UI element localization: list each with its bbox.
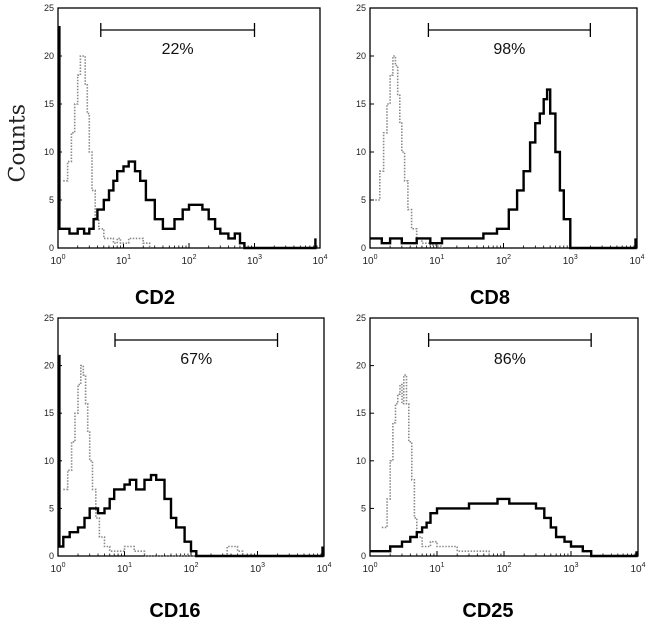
cd16-gate-percent: 67% bbox=[180, 351, 212, 368]
cd25-y-tick-label: 25 bbox=[356, 313, 366, 323]
cd16-sample-histogram bbox=[58, 354, 324, 558]
cd16-y-tick-label: 10 bbox=[44, 456, 54, 466]
cd8-x-tick-label: 103 bbox=[563, 254, 578, 267]
cd2-x-tick-label: 102 bbox=[181, 254, 196, 267]
cd2-sample-histogram bbox=[58, 26, 317, 250]
cd8-y-tick-label: 10 bbox=[356, 147, 366, 157]
cd25-y-tick-label: 10 bbox=[356, 456, 366, 466]
cd25-panel-title: CD25 bbox=[462, 600, 513, 622]
cd8-y-tick-label: 0 bbox=[361, 243, 366, 253]
cd8-x-tick-label: 100 bbox=[362, 254, 377, 267]
cd2-control-histogram bbox=[63, 55, 151, 248]
cd8-panel-title: CD8 bbox=[470, 287, 510, 309]
cd16-panel-title: CD16 bbox=[149, 600, 200, 622]
cd2-y-tick-label: 0 bbox=[49, 243, 54, 253]
cd16-y-tick-label: 5 bbox=[49, 503, 54, 513]
cd25-sample-histogram bbox=[370, 497, 638, 558]
cd16-y-tick-label: 25 bbox=[44, 313, 54, 323]
cd2-panel-title: CD2 bbox=[135, 287, 175, 309]
cd16-x-tick-label: 100 bbox=[50, 562, 65, 575]
cd25-gate-percent: 86% bbox=[494, 351, 526, 368]
cd25-y-tick-label: 15 bbox=[356, 408, 366, 418]
cd16-x-tick-label: 102 bbox=[183, 562, 198, 575]
cd2-y-tick-label: 10 bbox=[44, 147, 54, 157]
cd8-y-tick-label: 15 bbox=[356, 99, 366, 109]
cd25-control-histogram bbox=[381, 374, 490, 556]
cd25-x-tick-label: 104 bbox=[630, 562, 645, 575]
cd16-control-histogram bbox=[63, 364, 244, 557]
cd8-x-tick-label: 101 bbox=[429, 254, 444, 267]
cd8-y-tick-label: 20 bbox=[356, 51, 366, 61]
cd8-sample-histogram bbox=[370, 88, 637, 250]
cd2-x-tick-label: 100 bbox=[50, 254, 65, 267]
cd8-gate-percent: 98% bbox=[493, 41, 525, 58]
cd2-y-tick-label: 25 bbox=[44, 3, 54, 13]
cd2-x-tick-label: 103 bbox=[247, 254, 262, 267]
cd25-x-tick-label: 101 bbox=[429, 562, 444, 575]
cd25-x-tick-label: 100 bbox=[362, 562, 377, 575]
cd2-y-tick-label: 15 bbox=[44, 99, 54, 109]
cd8-y-tick-label: 25 bbox=[356, 3, 366, 13]
cd25-y-tick-label: 20 bbox=[356, 361, 366, 371]
cd16-y-tick-label: 15 bbox=[44, 408, 54, 418]
cd25-x-tick-label: 103 bbox=[563, 562, 578, 575]
cd2-y-tick-label: 20 bbox=[44, 51, 54, 61]
cd16-y-tick-label: 20 bbox=[44, 361, 54, 371]
cd8-y-tick-label: 5 bbox=[361, 195, 366, 205]
cd8-x-tick-label: 104 bbox=[629, 254, 644, 267]
cd2-y-tick-label: 5 bbox=[49, 195, 54, 205]
cd25-y-tick-label: 0 bbox=[361, 551, 366, 561]
cd2-x-tick-label: 104 bbox=[312, 254, 327, 267]
cd16-x-tick-label: 101 bbox=[117, 562, 132, 575]
cd8-x-tick-label: 102 bbox=[496, 254, 511, 267]
cd8-control-histogram bbox=[375, 55, 443, 248]
cd16-x-tick-label: 103 bbox=[250, 562, 265, 575]
cd16-y-tick-label: 0 bbox=[49, 551, 54, 561]
cd2-x-tick-label: 101 bbox=[116, 254, 131, 267]
cd25-y-tick-label: 5 bbox=[361, 503, 366, 513]
cd16-x-tick-label: 104 bbox=[316, 562, 331, 575]
cd25-x-tick-label: 102 bbox=[496, 562, 511, 575]
cd2-gate-percent: 22% bbox=[162, 41, 194, 58]
